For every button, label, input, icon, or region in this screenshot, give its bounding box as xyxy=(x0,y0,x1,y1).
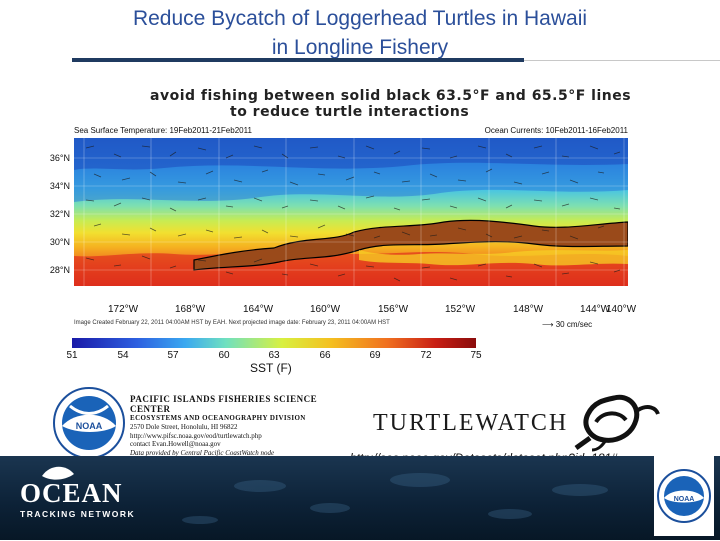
lat-label: 36°N xyxy=(49,153,70,163)
image-credit: Image Created February 22, 2011 04:00AM … xyxy=(74,320,390,326)
lon-label: 148°W xyxy=(513,304,544,315)
noaa-logo-text: NOAA xyxy=(76,421,103,431)
lon-label: 172°W xyxy=(108,304,139,315)
sst-colorbar xyxy=(72,338,476,348)
pifsc-contact: contact Evan.Howell@noaa.gov xyxy=(130,440,221,448)
footer-ocean-subtitle: TRACKING NETWORK xyxy=(20,509,136,519)
lon-label: 152°W xyxy=(445,304,476,315)
footer-noaa-logo-box: NOAA xyxy=(654,456,714,536)
lon-label: 168°W xyxy=(175,304,206,315)
footer-ocean-title: OCEAN xyxy=(20,478,123,508)
sst-date-label: Sea Surface Temperature: 19Feb2011-21Feb… xyxy=(74,126,252,135)
footer-banner xyxy=(0,456,720,540)
pifsc-center-name: PACIFIC ISLANDS FISHERIES SCIENCE CENTER xyxy=(130,394,318,414)
colorbar-label: SST (F) xyxy=(250,361,292,375)
pifsc-data-credit: Data provided by Central Pacific CoastWa… xyxy=(130,448,275,457)
current-arrows xyxy=(85,145,621,282)
current-scale-label: 30 cm/sec xyxy=(555,320,593,329)
avoidance-band xyxy=(193,219,628,271)
lat-label: 30°N xyxy=(49,237,70,247)
turtle-icon xyxy=(574,394,660,452)
footer-noaa-text: NOAA xyxy=(674,496,695,503)
pifsc-url: http://www.pifsc.noaa.gov/eod/turtlewatc… xyxy=(130,431,262,440)
scale-arrow-icon: ⟶ xyxy=(542,320,554,329)
lon-label: 164°W xyxy=(243,304,274,315)
colorbar-tick: 69 xyxy=(369,350,381,361)
map-grid xyxy=(74,138,628,286)
colorbar-tick: 57 xyxy=(167,350,179,361)
currents-date-label: Ocean Currents: 10Feb2011-16Feb2011 xyxy=(484,126,628,135)
yellow-band xyxy=(359,250,628,266)
title-line-1: Reduce Bycatch of Loggerhead Turtles in … xyxy=(132,7,588,30)
pifsc-division-name: ECOSYSTEMS AND OCEANOGRAPHY DIVISION xyxy=(130,414,306,422)
noaa-logo-icon: NOAA xyxy=(53,387,125,459)
pifsc-street-address: 2570 Dole Street, Honolulu, HI 96822 xyxy=(130,423,238,431)
caption-line-1: avoid fishing between solid black 63.5°F… xyxy=(150,88,632,104)
footer-noaa-logo-icon: NOAA xyxy=(657,469,711,523)
lat-label: 34°N xyxy=(49,181,70,191)
title-underline xyxy=(72,58,524,62)
lat-label: 32°N xyxy=(49,209,70,219)
colorbar-tick: 72 xyxy=(420,350,432,361)
title-underline-thin xyxy=(524,60,720,61)
colorbar-tick: 75 xyxy=(470,350,482,361)
lon-label: 140°W xyxy=(606,304,637,315)
map-caption: avoid fishing between solid black 63.5°F… xyxy=(150,88,631,120)
colorbar-tick: 54 xyxy=(117,350,129,361)
lon-label: 156°W xyxy=(378,304,409,315)
lon-label: 144°W xyxy=(580,304,611,315)
colorbar-tick: 60 xyxy=(218,350,230,361)
current-scale-legend: ⟶ 30 cm/sec xyxy=(542,320,592,329)
sst-map-graphic xyxy=(74,138,628,286)
colorbar-tick: 66 xyxy=(319,350,331,361)
pifsc-address: PACIFIC ISLANDS FISHERIES SCIENCE CENTER… xyxy=(130,394,330,457)
sst-map-figure: Sea Surface Temperature: 19Feb2011-21Feb… xyxy=(40,126,644,360)
fish-background xyxy=(182,473,608,524)
pifsc-credit-block: NOAA PACIFIC ISLANDS FISHERIES SCIENCE C… xyxy=(50,380,330,462)
title-line-2: in Longline Fishery xyxy=(271,36,449,59)
map-header: Sea Surface Temperature: 19Feb2011-21Feb… xyxy=(74,126,628,138)
cold-region xyxy=(74,138,628,170)
slide-title: Reduce Bycatch of Loggerhead Turtles in … xyxy=(60,4,660,62)
sst-map xyxy=(74,138,628,286)
lon-label: 160°W xyxy=(310,304,341,315)
caption-line-2: to reduce turtle interactions xyxy=(230,104,470,120)
fish-logo-icon xyxy=(42,466,74,480)
colorbar-tick: 51 xyxy=(66,350,78,361)
colorbar-tick: 63 xyxy=(268,350,280,361)
lat-label: 28°N xyxy=(49,265,70,275)
turtlewatch-logo: TURTLEWATCH xyxy=(373,410,569,436)
